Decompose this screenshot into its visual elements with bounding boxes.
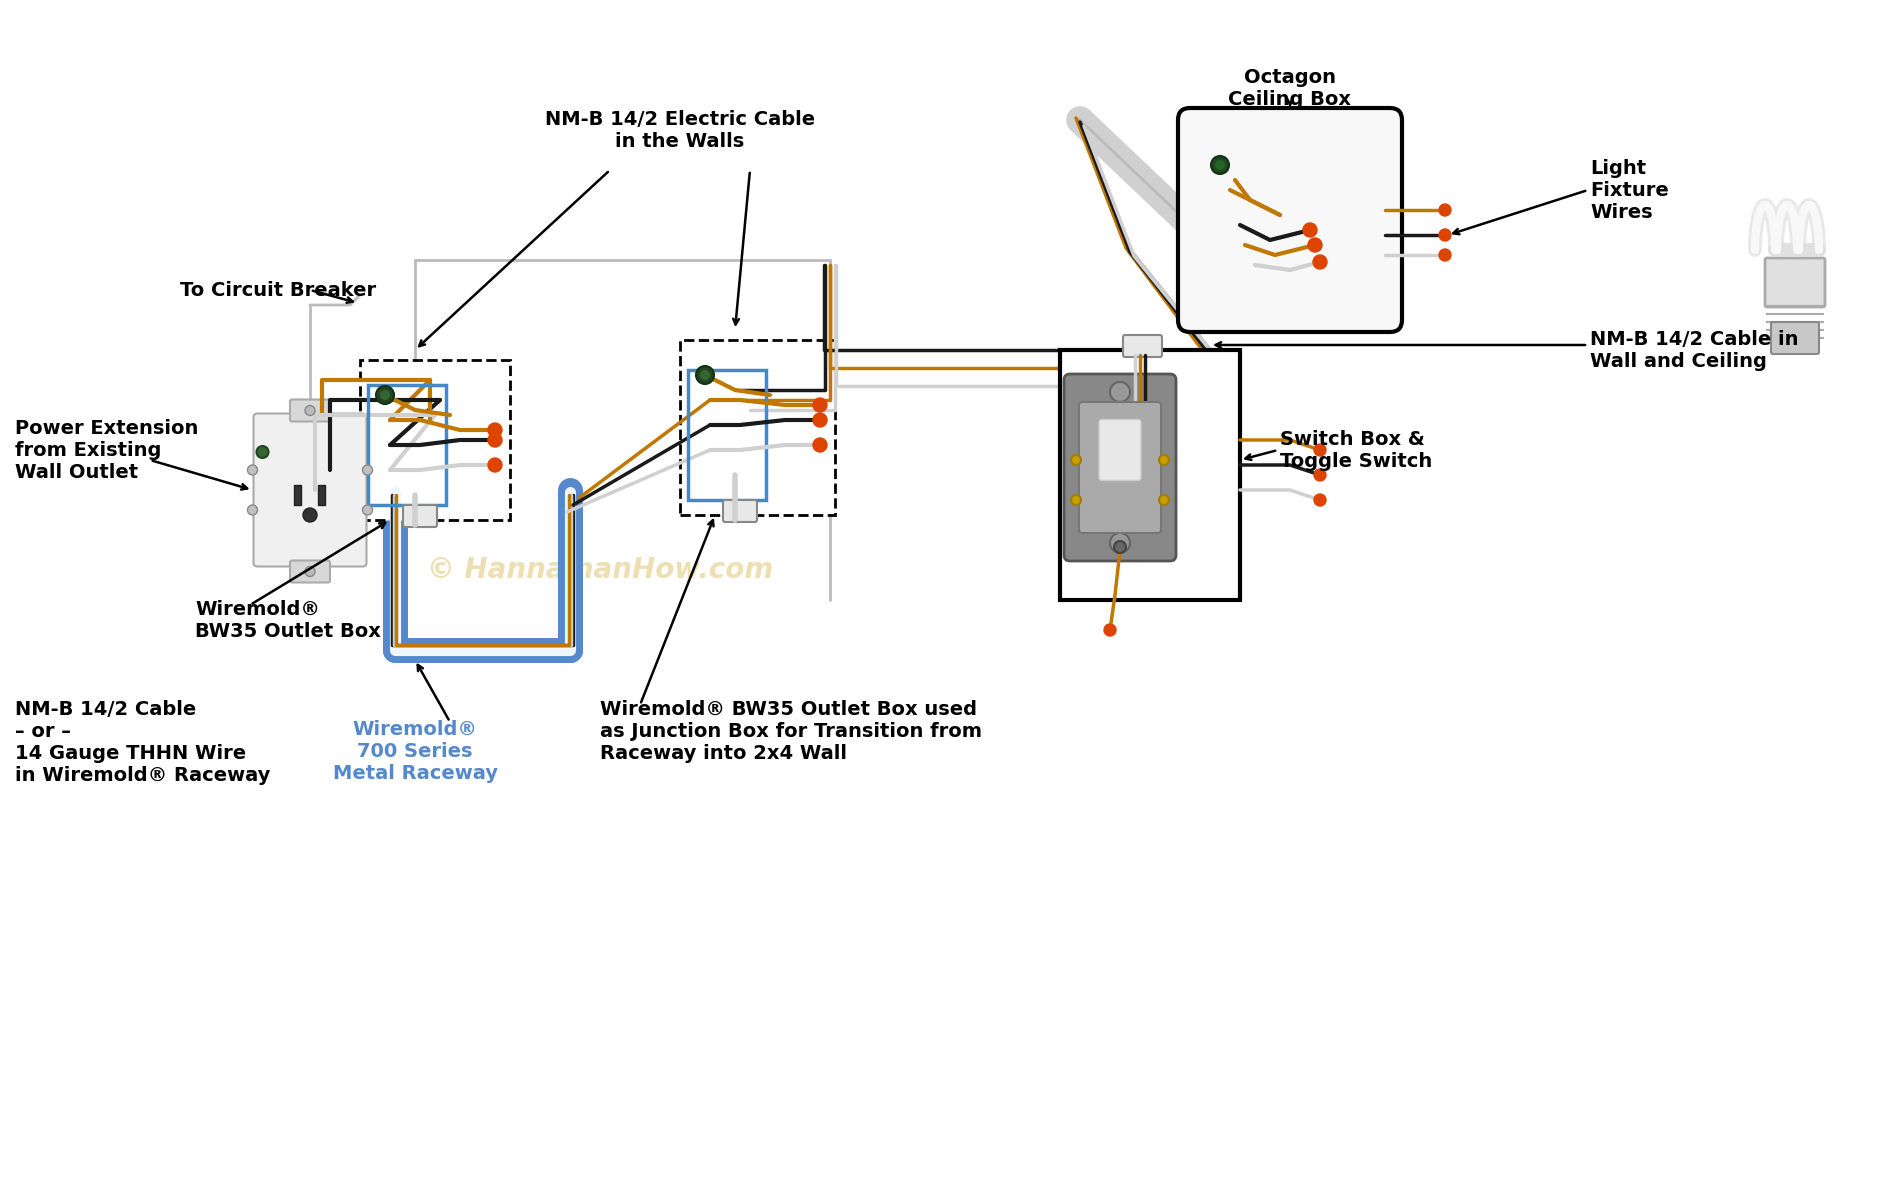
Text: NM-B 14/2 Cable
– or –
14 Gauge THHN Wire
in Wiremold® Raceway: NM-B 14/2 Cable – or – 14 Gauge THHN Wir…	[15, 700, 270, 785]
Bar	[1059, 350, 1239, 600]
Circle shape	[306, 405, 315, 416]
Circle shape	[1439, 249, 1450, 262]
FancyBboxPatch shape	[1771, 322, 1818, 355]
Circle shape	[1070, 495, 1082, 505]
FancyBboxPatch shape	[1765, 258, 1826, 307]
Text: Octagon
Ceiling Box: Octagon Ceiling Box	[1228, 68, 1351, 110]
FancyBboxPatch shape	[1065, 373, 1177, 561]
Text: Switch Box &
Toggle Switch: Switch Box & Toggle Switch	[1279, 430, 1433, 470]
Circle shape	[1110, 532, 1129, 552]
Circle shape	[1313, 469, 1327, 481]
Bar	[687, 370, 767, 499]
Circle shape	[376, 386, 395, 404]
Circle shape	[247, 465, 258, 475]
Circle shape	[1304, 223, 1317, 237]
Circle shape	[1160, 455, 1169, 465]
Circle shape	[700, 370, 710, 380]
Circle shape	[488, 458, 501, 472]
FancyBboxPatch shape	[723, 499, 757, 522]
Bar	[679, 340, 835, 515]
Bar	[368, 385, 446, 505]
Circle shape	[1313, 444, 1327, 456]
Text: NM-B 14/2 Cable in
Wall and Ceiling: NM-B 14/2 Cable in Wall and Ceiling	[1591, 330, 1799, 371]
Circle shape	[812, 398, 828, 412]
Circle shape	[247, 505, 258, 515]
Bar	[319, 485, 325, 505]
Circle shape	[1313, 494, 1327, 507]
Circle shape	[304, 508, 317, 522]
Text: Power Extension
from Existing
Wall Outlet: Power Extension from Existing Wall Outle…	[15, 418, 199, 482]
Circle shape	[488, 434, 501, 446]
Circle shape	[488, 423, 501, 437]
Circle shape	[1211, 155, 1230, 174]
FancyBboxPatch shape	[1124, 335, 1162, 357]
Circle shape	[697, 366, 714, 384]
Circle shape	[306, 567, 315, 576]
Text: To Circuit Breaker: To Circuit Breaker	[180, 280, 376, 299]
Text: NM-B 14/2 Electric Cable
in the Walls: NM-B 14/2 Electric Cable in the Walls	[545, 110, 814, 151]
Text: Light
Fixture
Wires: Light Fixture Wires	[1591, 159, 1668, 221]
FancyBboxPatch shape	[254, 413, 366, 567]
Text: © HannamanHow.com: © HannamanHow.com	[427, 556, 772, 584]
Circle shape	[363, 465, 372, 475]
Circle shape	[1110, 382, 1129, 402]
Circle shape	[1114, 541, 1126, 552]
Circle shape	[1105, 624, 1116, 636]
Circle shape	[256, 446, 268, 458]
Text: Wiremold®
BW35 Outlet Box: Wiremold® BW35 Outlet Box	[195, 600, 381, 641]
Circle shape	[1439, 229, 1450, 241]
Circle shape	[1160, 495, 1169, 505]
FancyBboxPatch shape	[402, 505, 437, 527]
Circle shape	[1439, 204, 1450, 216]
Text: Wiremold® BW35 Outlet Box used
as Junction Box for Transition from
Raceway into : Wiremold® BW35 Outlet Box used as Juncti…	[600, 700, 981, 763]
Circle shape	[1313, 254, 1327, 269]
Circle shape	[1308, 238, 1323, 252]
FancyBboxPatch shape	[1179, 108, 1403, 332]
Circle shape	[1070, 455, 1082, 465]
Bar	[294, 485, 302, 505]
Circle shape	[812, 413, 828, 426]
Circle shape	[1215, 160, 1224, 170]
Circle shape	[363, 505, 372, 515]
FancyBboxPatch shape	[290, 561, 330, 582]
FancyBboxPatch shape	[1099, 419, 1141, 481]
Text: Wiremold®
700 Series
Metal Raceway: Wiremold® 700 Series Metal Raceway	[332, 720, 497, 783]
FancyBboxPatch shape	[290, 399, 330, 422]
FancyBboxPatch shape	[1078, 402, 1162, 532]
Bar	[361, 360, 511, 519]
Circle shape	[812, 438, 828, 452]
Circle shape	[380, 390, 389, 401]
